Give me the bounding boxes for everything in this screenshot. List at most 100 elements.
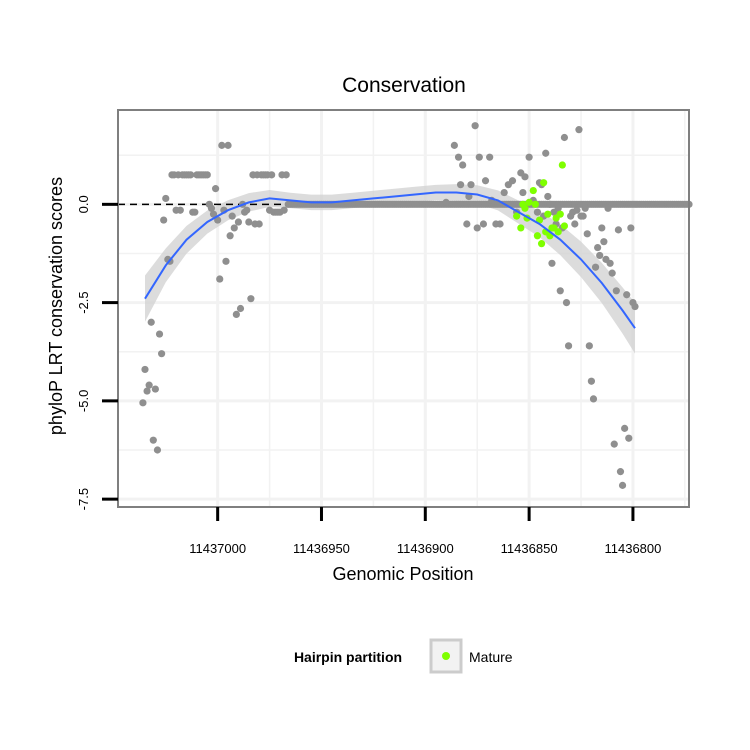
data-point (226, 232, 234, 240)
data-point (282, 171, 290, 179)
mature-point (521, 204, 529, 212)
data-point (486, 153, 494, 161)
data-point (564, 342, 573, 350)
mature-point (513, 212, 521, 220)
data-point (209, 210, 218, 218)
grid-layer (118, 110, 689, 507)
data-point (471, 122, 479, 130)
mature-point (517, 224, 525, 232)
data-point (508, 177, 517, 185)
data-point (600, 238, 608, 246)
chart-title: Conservation (342, 74, 466, 97)
data-point (621, 424, 629, 432)
data-point (608, 269, 616, 277)
data-point (585, 342, 593, 350)
mature-point (560, 222, 569, 230)
data-point (176, 206, 184, 214)
data-point (479, 220, 488, 228)
legend-label-mature: Mature (469, 649, 513, 665)
data-point (587, 377, 596, 385)
y-tick-label: 0.0 (76, 195, 91, 213)
legend: Hairpin partition Mature (294, 638, 513, 674)
data-point (612, 287, 620, 295)
data-point (548, 259, 556, 267)
data-point (623, 291, 631, 299)
plot-panel-frame (117, 109, 690, 508)
mature-point (533, 232, 542, 240)
data-point (496, 220, 504, 228)
data-point (594, 243, 602, 252)
data-point (139, 399, 147, 407)
data-point (153, 446, 162, 454)
y-axis-title: phyloP LRT conservation scores (46, 177, 66, 435)
data-point (604, 204, 612, 212)
data-point (191, 208, 199, 216)
mature-point (537, 240, 546, 248)
data-point (542, 149, 550, 157)
data-point (606, 259, 614, 267)
data-point (631, 302, 639, 311)
data-point (224, 141, 232, 149)
data-point (618, 481, 627, 489)
data-point (187, 171, 195, 179)
data-point (457, 181, 465, 189)
mature-point (558, 161, 566, 169)
data-point (481, 177, 490, 185)
data-point (533, 208, 542, 216)
x-tick-label: 11437000 (189, 541, 246, 556)
data-point (268, 171, 276, 179)
data-point (141, 365, 149, 374)
data-point (145, 381, 153, 389)
data-point (151, 385, 159, 393)
plot-panel-background (118, 110, 689, 507)
data-point (222, 257, 230, 265)
data-point (596, 251, 604, 260)
data-point (575, 126, 583, 134)
data-point (247, 295, 255, 303)
data-point (232, 310, 240, 318)
data-point (591, 263, 600, 271)
data-point (255, 220, 263, 228)
data-point (243, 206, 251, 214)
data-point (610, 440, 618, 448)
data-point (450, 141, 458, 149)
data-point (463, 220, 471, 228)
data-point (581, 204, 589, 212)
data-point (614, 226, 623, 234)
data-point (230, 224, 238, 232)
mature-point (540, 179, 548, 187)
data-point (216, 275, 224, 283)
data-point (442, 198, 450, 206)
data-point (147, 318, 155, 326)
mature-point (554, 228, 562, 236)
data-point (218, 141, 226, 149)
data-point (473, 224, 481, 232)
data-point (521, 173, 529, 181)
data-point (475, 153, 483, 161)
mature-point (544, 210, 552, 218)
data-point (583, 230, 591, 238)
data-point (546, 200, 554, 208)
data-point (158, 350, 166, 358)
y-tick-label: -5.0 (76, 390, 91, 412)
data-point (544, 192, 552, 201)
x-tick-label: 11436800 (605, 541, 662, 556)
x-tick-label: 11436900 (397, 541, 454, 556)
data-point (616, 468, 625, 476)
data-point (160, 216, 168, 224)
mature-point (525, 198, 533, 206)
data-point (571, 220, 579, 228)
data-point (245, 218, 253, 226)
data-point (625, 434, 633, 442)
data-point (234, 218, 243, 226)
mature-point (531, 200, 539, 208)
data-point (500, 188, 508, 197)
data-point (598, 224, 606, 232)
data-point (459, 161, 467, 169)
data-point (211, 185, 220, 193)
data-point (579, 212, 587, 220)
mature-point (529, 186, 537, 195)
data-point (162, 194, 170, 203)
y-tick-label: -2.5 (76, 291, 91, 313)
